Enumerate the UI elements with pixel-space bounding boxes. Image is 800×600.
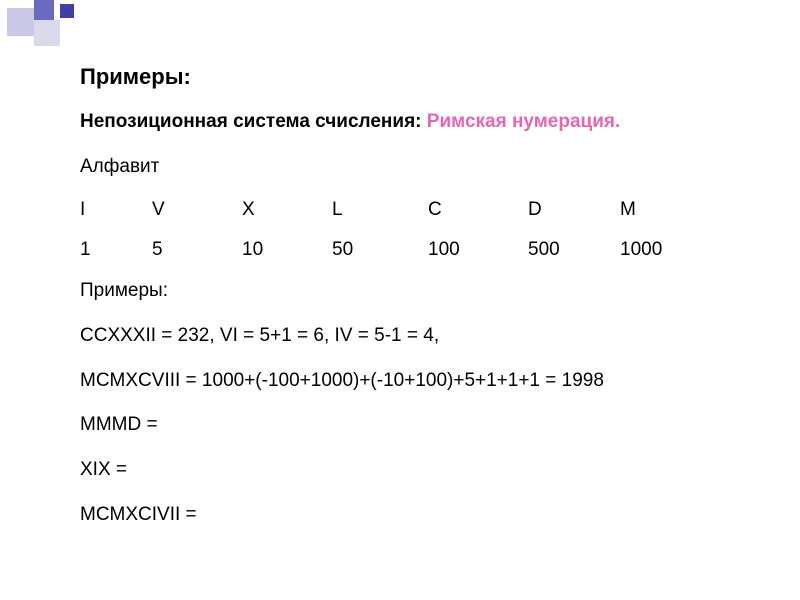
examples-list: CCXXXII = 232, VI = 5+1 = 6, IV = 5-1 = … xyxy=(80,324,760,527)
example-line: MMMD = xyxy=(80,413,760,438)
alphabet-symbols-row: IVXLCDM xyxy=(80,199,760,221)
alphabet-symbol: X xyxy=(242,199,332,221)
alphabet-value: 5 xyxy=(152,239,242,261)
alphabet-value: 50 xyxy=(332,239,428,261)
examples-label: Примеры: xyxy=(80,279,760,304)
decor-square xyxy=(34,20,60,46)
alphabet-label: Алфавит xyxy=(80,155,760,180)
alphabet-symbol: L xyxy=(332,199,428,221)
alphabet-symbol: D xyxy=(528,199,620,221)
subtitle: Непозиционная система счисления: Римская… xyxy=(80,110,760,135)
alphabet-value: 1000 xyxy=(620,239,712,261)
slide-content: Примеры: Непозиционная система счисления… xyxy=(80,64,760,548)
alphabet-value: 1 xyxy=(80,239,152,261)
alphabet-value: 100 xyxy=(428,239,528,261)
example-line: MCMXCVIII = 1000+(-100+1000)+(-10+100)+5… xyxy=(80,369,760,394)
example-line: XIX = xyxy=(80,458,760,483)
decor-square xyxy=(60,4,74,18)
slide-title: Примеры: xyxy=(80,64,760,90)
example-line: CCXXXII = 232, VI = 5+1 = 6, IV = 5-1 = … xyxy=(80,324,760,349)
decor-square xyxy=(34,0,54,20)
alphabet-value: 500 xyxy=(528,239,620,261)
subtitle-prefix: Непозиционная система счисления: xyxy=(80,111,427,132)
alphabet-values-row: 1510501005001000 xyxy=(80,239,760,261)
decor-square xyxy=(7,8,35,36)
alphabet-symbol: C xyxy=(428,199,528,221)
example-line: MCMXCIVII = xyxy=(80,503,760,528)
alphabet-value: 10 xyxy=(242,239,332,261)
alphabet-symbol: V xyxy=(152,199,242,221)
subtitle-highlight: Римская нумерация. xyxy=(427,111,620,132)
alphabet-symbol: M xyxy=(620,199,712,221)
alphabet-symbol: I xyxy=(80,199,152,221)
